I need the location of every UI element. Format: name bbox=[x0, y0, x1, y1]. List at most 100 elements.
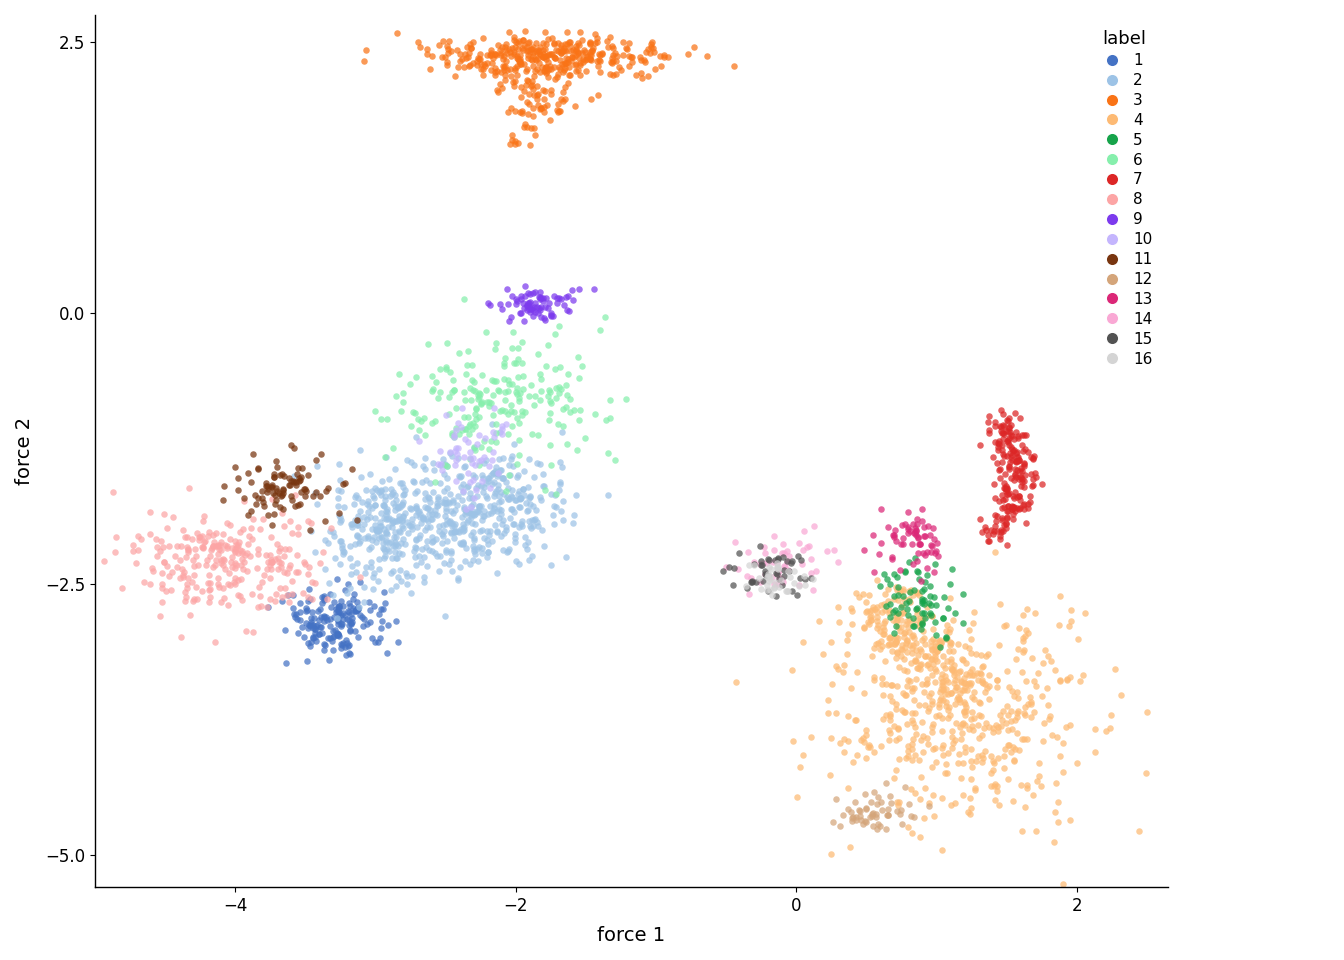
Point bbox=[421, 48, 442, 63]
Point bbox=[1013, 799, 1035, 814]
Point bbox=[282, 588, 304, 603]
Point bbox=[122, 537, 144, 552]
Point bbox=[996, 412, 1017, 427]
Point bbox=[1023, 477, 1044, 492]
Point bbox=[789, 577, 810, 592]
Point bbox=[986, 783, 1008, 799]
Point bbox=[374, 521, 395, 537]
Point bbox=[273, 564, 294, 580]
Point bbox=[285, 477, 306, 492]
Point bbox=[1021, 650, 1043, 665]
Point bbox=[224, 459, 246, 474]
Point bbox=[878, 723, 899, 738]
Point bbox=[860, 608, 882, 623]
Point bbox=[918, 736, 939, 752]
Point bbox=[360, 540, 382, 555]
Point bbox=[984, 776, 1005, 791]
Point bbox=[477, 537, 499, 552]
Point bbox=[496, 484, 517, 499]
Point bbox=[319, 653, 340, 668]
Point bbox=[296, 601, 317, 616]
Point bbox=[556, 302, 578, 318]
Point bbox=[294, 481, 316, 496]
Point bbox=[473, 484, 495, 499]
Point bbox=[616, 40, 637, 56]
Point bbox=[953, 694, 974, 709]
Point bbox=[387, 498, 409, 514]
Point bbox=[224, 541, 246, 557]
Point bbox=[460, 40, 481, 56]
Point bbox=[177, 544, 199, 560]
Point bbox=[520, 304, 542, 320]
Point bbox=[933, 673, 954, 688]
Point bbox=[253, 512, 274, 527]
Point bbox=[332, 547, 353, 563]
Point bbox=[298, 618, 320, 634]
Point bbox=[516, 503, 538, 518]
Point bbox=[292, 585, 313, 600]
Point bbox=[282, 600, 304, 615]
Point bbox=[445, 400, 466, 416]
Point bbox=[952, 615, 973, 631]
Point bbox=[496, 490, 517, 505]
Point bbox=[504, 355, 526, 371]
Point bbox=[375, 449, 396, 465]
Point bbox=[470, 440, 492, 455]
Point bbox=[269, 486, 290, 501]
Point bbox=[892, 606, 914, 621]
Point bbox=[548, 474, 570, 490]
Point bbox=[457, 38, 478, 54]
Point bbox=[523, 82, 544, 97]
Point bbox=[501, 340, 523, 355]
Point bbox=[715, 560, 737, 575]
Point bbox=[312, 589, 333, 605]
Point bbox=[538, 300, 559, 316]
Point bbox=[906, 606, 927, 621]
Point bbox=[339, 599, 360, 614]
Point bbox=[954, 699, 976, 714]
Point bbox=[913, 610, 934, 625]
Point bbox=[481, 417, 503, 432]
Point bbox=[500, 309, 521, 324]
Point bbox=[1000, 455, 1021, 470]
Point bbox=[292, 619, 313, 635]
Point bbox=[896, 743, 918, 758]
Point bbox=[439, 487, 461, 502]
Point bbox=[890, 537, 911, 552]
Point bbox=[597, 487, 618, 502]
Point bbox=[414, 427, 435, 443]
Point bbox=[508, 391, 530, 406]
Point bbox=[1003, 739, 1024, 755]
Point bbox=[278, 541, 300, 557]
Point bbox=[496, 42, 517, 58]
Point bbox=[977, 527, 999, 542]
Point bbox=[841, 813, 863, 828]
Point bbox=[473, 434, 495, 449]
Point bbox=[997, 434, 1019, 449]
Point bbox=[800, 565, 821, 581]
Point bbox=[737, 580, 758, 595]
Point bbox=[422, 529, 444, 544]
Point bbox=[331, 616, 352, 632]
Point bbox=[871, 535, 892, 550]
Point bbox=[950, 770, 972, 785]
Point bbox=[515, 495, 536, 511]
Point bbox=[938, 600, 960, 615]
Point bbox=[786, 789, 808, 804]
Point bbox=[172, 522, 194, 538]
Point bbox=[1004, 462, 1025, 477]
Point bbox=[870, 598, 891, 613]
Legend: 1, 2, 3, 4, 5, 6, 7, 8, 9, 10, 11, 12, 13, 14, 15, 16: 1, 2, 3, 4, 5, 6, 7, 8, 9, 10, 11, 12, 1… bbox=[1089, 23, 1160, 374]
Point bbox=[289, 496, 310, 512]
Point bbox=[433, 467, 454, 482]
Point bbox=[331, 640, 352, 656]
Point bbox=[296, 484, 317, 499]
Point bbox=[194, 534, 215, 549]
Point bbox=[242, 532, 263, 547]
Point bbox=[278, 594, 300, 610]
Point bbox=[380, 535, 402, 550]
Point bbox=[323, 629, 344, 644]
Point bbox=[392, 494, 414, 510]
Point bbox=[837, 780, 859, 796]
Point bbox=[960, 800, 981, 815]
